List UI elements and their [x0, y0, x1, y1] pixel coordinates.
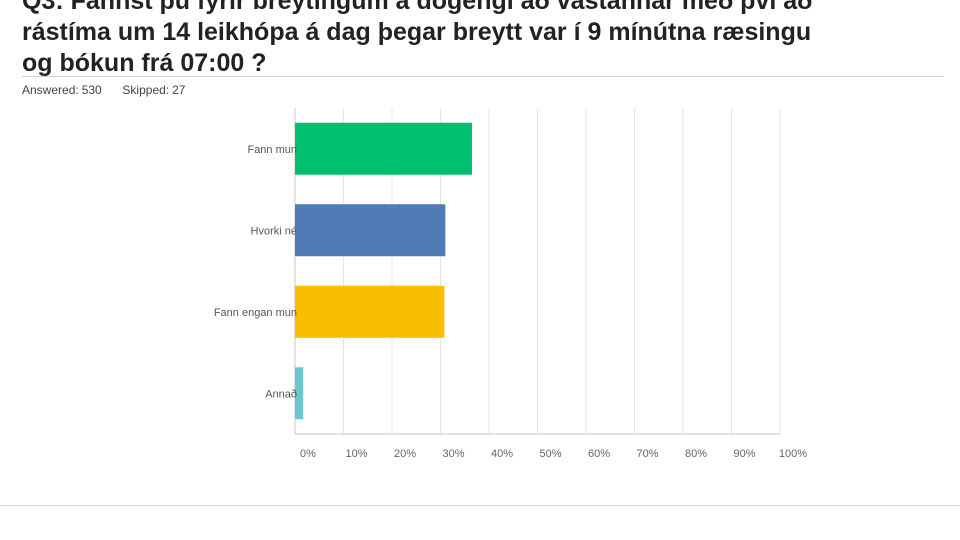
- category-label: Fann mun: [247, 144, 297, 156]
- response-stats: Answered: 530 Skipped: 27: [22, 83, 185, 97]
- x-tick-label: 90%: [733, 448, 755, 460]
- title-divider: [22, 76, 944, 77]
- x-tick-label: 0%: [300, 448, 316, 460]
- question-title-line: og bókun frá 07:00 ?: [22, 49, 267, 77]
- answered-count: 530: [81, 83, 102, 97]
- bar: [295, 204, 446, 257]
- x-tick-label: 50%: [539, 448, 561, 460]
- bar: [295, 367, 304, 420]
- bar-chart: 0% 10% 20% 30% 40% 50% 60% 70% 80% 90% 100% Fann mu…: [214, 108, 807, 460]
- x-tick-label: 40%: [491, 448, 513, 460]
- question-title-line: rástíma um 14 leikhópa á dag þegar breyt…: [22, 18, 812, 46]
- category-label: Annað: [265, 388, 297, 400]
- category-label: Hvorki né: [251, 225, 297, 237]
- bar: [295, 122, 473, 175]
- x-tick-label: 10%: [345, 448, 367, 460]
- x-tick-label: 30%: [442, 448, 464, 460]
- x-tick-label: 100%: [779, 448, 807, 460]
- category-label: Fann engan mun: [214, 307, 297, 319]
- x-tick-label: 60%: [588, 448, 610, 460]
- x-tick-label: 20%: [394, 448, 416, 460]
- answered-label: Answered:: [22, 83, 79, 97]
- question-title: Q3: Fannst þú fyrir breytingum á dögengi…: [22, 0, 922, 79]
- x-tick-label: 70%: [636, 448, 658, 460]
- x-tick-label: 80%: [685, 448, 707, 460]
- bar: [295, 285, 445, 338]
- skipped-label: Skipped:: [122, 83, 170, 97]
- skipped-count: 27: [172, 83, 186, 97]
- footer-divider: [0, 505, 960, 506]
- question-title-line: Q3: Fannst þú fyrir breytingum á dögengi…: [22, 0, 813, 15]
